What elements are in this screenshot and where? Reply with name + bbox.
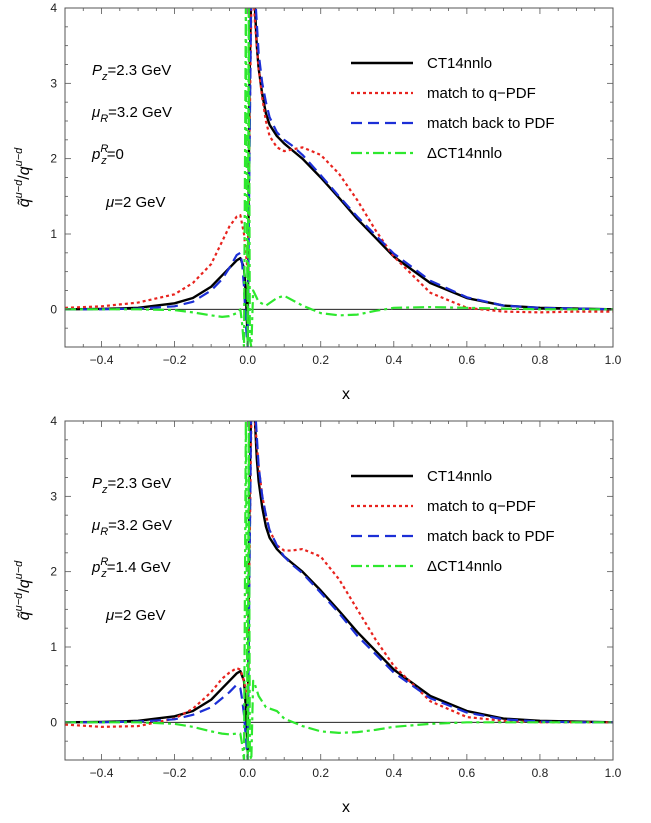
y-label-part: / [16, 588, 33, 593]
parameter-annotation: Pz=2.3 GeV [92, 62, 171, 83]
legend-label: ΔCT14nnlo [427, 558, 502, 575]
y-label-part: q̃ [16, 611, 33, 620]
annot-sup: R [100, 143, 108, 155]
annot-value: =2.3 GeV [108, 62, 172, 79]
x-tick-label: 0.4 [385, 353, 402, 367]
x-tick-label: 0.0 [239, 353, 256, 367]
legend-label: match to q−PDF [427, 85, 536, 102]
annot-sub: z [100, 155, 107, 167]
legend-label: CT14nnlo [427, 55, 492, 72]
series-group [65, 421, 613, 760]
annot-value: =3.2 GeV [108, 104, 172, 121]
plot-frame [64, 7, 614, 348]
annot-sub: z [101, 484, 108, 496]
plot-panel-top: −0.4 −0.2 0.0 0.2 0.4 0.6 0.8 1.001234xq̃u−d/qu… [13, 1, 622, 403]
y-label-part: q [16, 166, 33, 175]
annot-value: =0 [107, 146, 124, 163]
legend-label: match back to PDF [427, 528, 555, 545]
annot-symbol: μ [91, 104, 100, 121]
series-line-match_back [65, 421, 613, 760]
legend-label: ΔCT14nnlo [427, 145, 502, 162]
y-tick-label: 4 [50, 414, 57, 428]
parameter-annotation: μ=2 GeV [105, 194, 166, 211]
y-tick-label: 3 [50, 489, 57, 503]
legend-label: CT14nnlo [427, 468, 492, 485]
parameter-annotation: μR=3.2 GeV [91, 517, 172, 538]
y-label-part: q [16, 579, 33, 588]
x-tick-label: 0.2 [312, 353, 329, 367]
x-tick-label: −0.4 [90, 766, 114, 780]
series-line-delta [65, 8, 613, 347]
x-tick-label: 0.6 [459, 353, 476, 367]
plot-panel-bottom: −0.4 −0.2 0.0 0.2 0.4 0.6 0.8 1.001234xq̃u−d/qu… [13, 414, 622, 816]
series-line-ct14 [65, 8, 613, 341]
annot-symbol: p [91, 559, 100, 576]
y-tick-label: 1 [50, 640, 57, 654]
series-line-match_q [65, 421, 613, 728]
annot-sub: z [100, 568, 107, 580]
x-tick-label: 1.0 [605, 353, 622, 367]
y-tick-label: 2 [50, 565, 57, 579]
annot-symbol: P [92, 62, 102, 79]
x-tick-label: −0.4 [90, 353, 114, 367]
y-label-part: / [16, 175, 33, 180]
x-tick-label: −0.2 [163, 353, 187, 367]
y-label-part: u−d [13, 179, 25, 199]
x-tick-label: 0.4 [385, 766, 402, 780]
annot-sub: R [100, 526, 108, 538]
y-axis-label: q̃u−d/qu−d [13, 147, 33, 207]
parameter-annotation: pR z=0 [91, 143, 124, 167]
parameter-annotation: pR z=1.4 GeV [91, 556, 171, 580]
legend-label: match to q−PDF [427, 498, 536, 515]
x-tick-label: 0.8 [532, 766, 549, 780]
series-line-match_back [65, 8, 613, 347]
y-label-part: u−d [13, 592, 25, 612]
annot-value: =2 GeV [114, 607, 165, 624]
annot-value: =2 GeV [114, 194, 165, 211]
x-axis-label: x [342, 799, 350, 816]
y-axis-label: q̃u−d/qu−d [13, 560, 33, 620]
annot-sub: R [100, 113, 108, 125]
parameter-annotation: Pz=2.3 GeV [92, 475, 171, 496]
y-tick-label: 3 [50, 76, 57, 90]
annot-sup: R [100, 556, 108, 568]
x-tick-label: −0.2 [163, 766, 187, 780]
x-axis-label: x [342, 386, 350, 403]
x-tick-label: 0.8 [532, 353, 549, 367]
x-tick-label: 1.0 [605, 766, 622, 780]
y-label-part: q̃ [16, 198, 33, 207]
legend-label: match back to PDF [427, 115, 555, 132]
annot-value: =1.4 GeV [107, 559, 171, 576]
plot-frame [64, 420, 614, 761]
y-tick-label: 4 [50, 1, 57, 15]
x-tick-label: 0.6 [459, 766, 476, 780]
annot-symbol: p [91, 146, 100, 163]
annot-value: =2.3 GeV [108, 475, 172, 492]
series-group [65, 8, 613, 347]
y-label-part: u−d [13, 147, 25, 167]
x-tick-label: 0.2 [312, 766, 329, 780]
y-label-part: u−d [13, 560, 25, 580]
parameter-annotation: μ=2 GeV [105, 607, 166, 624]
y-tick-label: 1 [50, 227, 57, 241]
parameter-annotation: μR=3.2 GeV [91, 104, 172, 125]
annot-symbol: μ [91, 517, 100, 534]
y-tick-label: 0 [50, 715, 57, 729]
annot-symbol: P [92, 475, 102, 492]
annot-sub: z [101, 71, 108, 83]
series-line-delta [65, 421, 613, 760]
series-line-match_q [65, 8, 613, 314]
annot-symbol: μ [105, 607, 114, 624]
annot-symbol: μ [105, 194, 114, 211]
y-tick-label: 0 [50, 302, 57, 316]
annot-value: =3.2 GeV [108, 517, 172, 534]
y-tick-label: 2 [50, 152, 57, 166]
series-line-ct14 [65, 421, 613, 754]
x-tick-label: 0.0 [239, 766, 256, 780]
